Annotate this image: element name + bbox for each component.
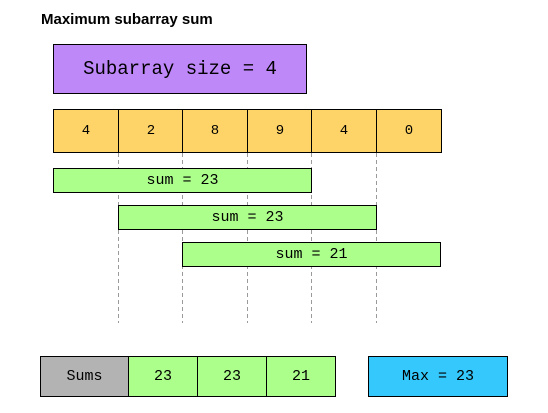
array-cell: 8 <box>182 109 248 153</box>
max-result-box: Max = 23 <box>368 356 508 397</box>
array-cell: 4 <box>311 109 377 153</box>
sum-cell: 23 <box>128 356 198 397</box>
array-cell: 0 <box>376 109 442 153</box>
sum-cell: 21 <box>266 356 336 397</box>
window-sum-2: sum = 23 <box>118 205 377 230</box>
array-cell: 9 <box>247 109 313 153</box>
sums-label: Sums <box>40 356 129 397</box>
subarray-size-box: Subarray size = 4 <box>53 44 307 94</box>
sum-cell: 23 <box>197 356 267 397</box>
window-sum-1: sum = 23 <box>53 168 312 193</box>
array-cell: 4 <box>53 109 119 153</box>
diagram-title: Maximum subarray sum <box>41 11 213 28</box>
window-sum-3: sum = 21 <box>182 242 441 267</box>
array-cell: 2 <box>118 109 184 153</box>
